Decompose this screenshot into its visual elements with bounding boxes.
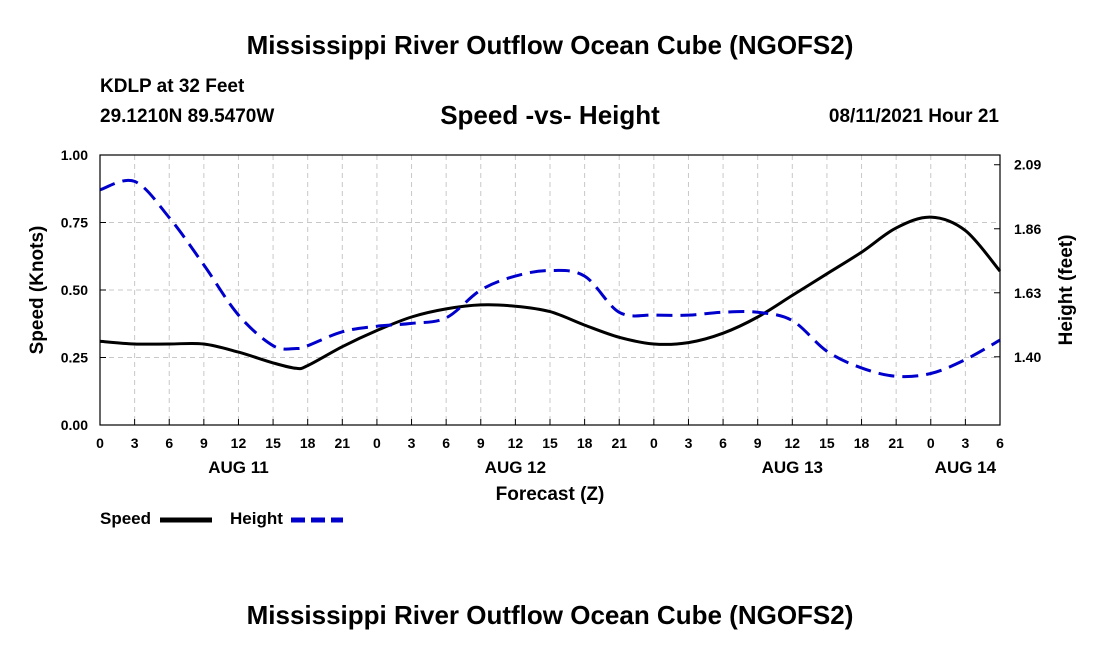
series-line-height bbox=[99, 178, 1001, 379]
y-tick-label-right: 1.86 bbox=[1014, 221, 1041, 237]
x-tick-label: 18 bbox=[854, 435, 870, 451]
x-tick-label: 15 bbox=[542, 435, 558, 451]
date-label: AUG 13 bbox=[762, 458, 823, 477]
y-axis-label-left: Speed (Knots) bbox=[27, 226, 48, 355]
x-tick-label: 9 bbox=[477, 435, 485, 451]
y-tick-label-left: 0.00 bbox=[61, 417, 88, 433]
x-tick-label: 3 bbox=[685, 435, 693, 451]
y-tick-label-left: 0.25 bbox=[61, 350, 88, 366]
x-tick-label: 6 bbox=[996, 435, 1004, 451]
y-tick-label-right: 2.09 bbox=[1014, 157, 1041, 173]
x-tick-label: 18 bbox=[577, 435, 593, 451]
date-label: AUG 14 bbox=[935, 458, 997, 477]
chart-subtitle: Speed -vs- Height bbox=[440, 100, 660, 130]
x-tick-label: 18 bbox=[300, 435, 316, 451]
y-axis-label-right: Height (feet) bbox=[1056, 235, 1077, 346]
x-tick-label: 0 bbox=[373, 435, 381, 451]
x-tick-label: 15 bbox=[819, 435, 835, 451]
x-tick-label: 3 bbox=[408, 435, 416, 451]
x-tick-label: 0 bbox=[96, 435, 104, 451]
date-label: AUG 12 bbox=[485, 458, 546, 477]
plot-frame bbox=[99, 154, 1001, 426]
x-tick-label: 21 bbox=[611, 435, 627, 451]
x-tick-label: 21 bbox=[335, 435, 351, 451]
station-label: KDLP at 32 Feet bbox=[100, 76, 245, 97]
x-tick-label: 9 bbox=[200, 435, 208, 451]
x-tick-label: 0 bbox=[650, 435, 658, 451]
x-tick-label: 3 bbox=[131, 435, 139, 451]
y-tick-label-right: 1.40 bbox=[1014, 349, 1041, 365]
y-tick-label-right: 1.63 bbox=[1014, 285, 1041, 301]
x-tick-label: 12 bbox=[508, 435, 524, 451]
forecast-datetime: 08/11/2021 Hour 21 bbox=[828, 106, 999, 127]
x-tick-label: 12 bbox=[231, 435, 247, 451]
x-tick-label: 12 bbox=[785, 435, 801, 451]
legend-height-label: Height bbox=[230, 509, 283, 528]
date-label: AUG 11 bbox=[208, 458, 268, 477]
x-tick-label: 21 bbox=[888, 435, 904, 451]
series-line-speed bbox=[99, 215, 1002, 371]
x-tick-label: 6 bbox=[442, 435, 450, 451]
y-tick-label-left: 0.75 bbox=[61, 215, 88, 231]
coordinates-label: 29.1210N 89.5470W bbox=[100, 106, 275, 127]
y-tick-label-left: 0.50 bbox=[61, 282, 88, 298]
x-tick-label: 15 bbox=[265, 435, 281, 451]
y-tick-label-left: 1.00 bbox=[61, 147, 88, 163]
x-tick-label: 3 bbox=[961, 435, 969, 451]
x-tick-label: 0 bbox=[927, 435, 935, 451]
legend-speed-label: Speed bbox=[100, 509, 152, 528]
x-axis-label: Forecast (Z) bbox=[496, 484, 605, 505]
x-tick-label: 6 bbox=[719, 435, 727, 451]
x-tick-label: 9 bbox=[754, 435, 762, 451]
footer-title: Mississippi River Outflow Ocean Cube (NG… bbox=[246, 600, 854, 630]
chart-title: Mississippi River Outflow Ocean Cube (NG… bbox=[246, 30, 854, 60]
x-tick-label: 6 bbox=[165, 435, 173, 451]
